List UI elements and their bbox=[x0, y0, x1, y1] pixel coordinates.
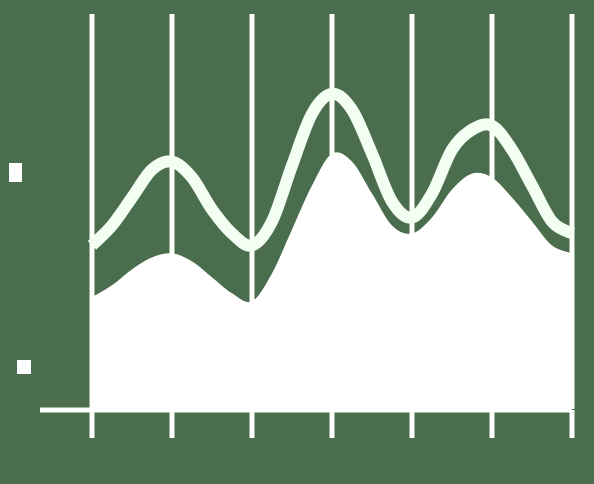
y-axis-marker-lower bbox=[17, 360, 31, 374]
area-series-1 bbox=[92, 152, 572, 409]
area-series bbox=[92, 152, 572, 409]
y-axis-markers bbox=[9, 163, 31, 374]
y-axis-marker-upper bbox=[9, 163, 22, 182]
x-axis-ticks bbox=[89, 410, 575, 438]
line-series-2 bbox=[87, 87, 576, 252]
line-series bbox=[87, 87, 576, 252]
